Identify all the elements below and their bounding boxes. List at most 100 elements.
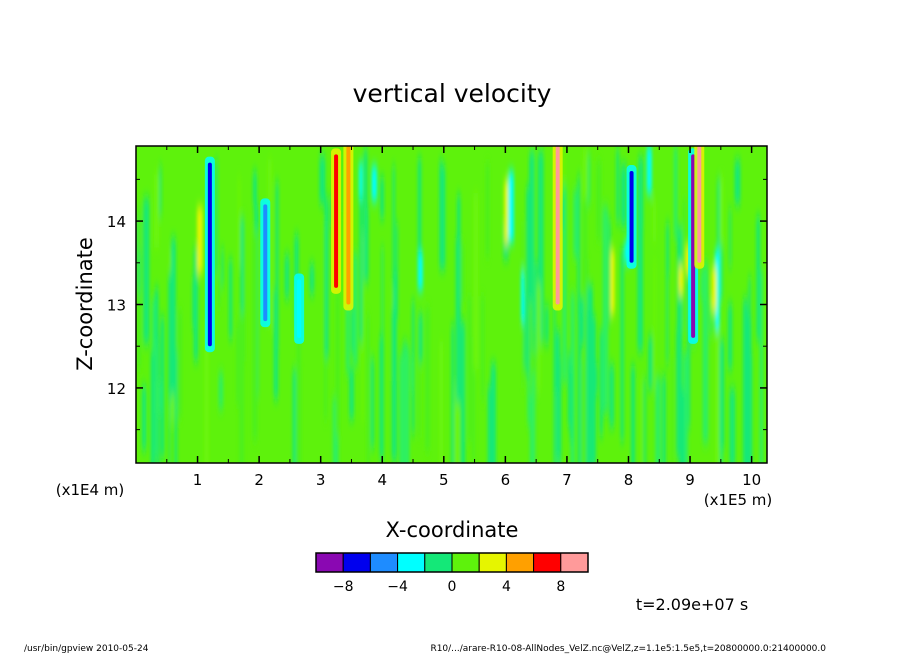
field-streak	[418, 313, 423, 362]
field-streak	[616, 148, 620, 224]
field-streak	[218, 372, 224, 410]
x-tick-label: 1	[193, 471, 203, 489]
field-streak	[637, 174, 643, 352]
footer-left: /usr/bin/gpview 2010-05-24	[24, 644, 149, 654]
field-streak	[168, 357, 171, 463]
field-streak	[380, 176, 384, 219]
colorbar-swatch	[424, 552, 453, 573]
field-streak	[284, 254, 290, 299]
field-streak	[157, 381, 162, 414]
field-streak	[481, 296, 485, 400]
colorbar-swatch	[342, 552, 371, 573]
field-streak	[504, 180, 509, 244]
x-tick-label: 6	[501, 471, 511, 489]
chart-title: vertical velocity	[353, 79, 552, 108]
field-streak	[366, 314, 370, 463]
field-streak	[581, 360, 588, 463]
field-streak	[252, 171, 257, 206]
y-axis: 12 13 14	[107, 178, 767, 431]
field-streak	[174, 350, 178, 463]
field-streak	[138, 250, 141, 298]
field-streak	[682, 352, 689, 463]
y-axis-units: (x1E4 m)	[56, 481, 125, 499]
field-streak	[555, 391, 558, 463]
field-streak	[395, 222, 398, 320]
field-streak	[324, 197, 329, 358]
feature-core	[297, 279, 302, 338]
field-streak	[363, 149, 368, 281]
field-streak	[193, 248, 199, 361]
x-tick-label: 10	[742, 471, 761, 489]
field-streak	[709, 298, 713, 335]
field-streak	[345, 301, 350, 374]
field-streak	[358, 162, 363, 199]
colorbar-swatch	[397, 552, 426, 573]
field-streak	[235, 323, 240, 405]
field-streak	[579, 297, 585, 346]
field-streak	[156, 337, 160, 463]
field-streak	[451, 324, 454, 463]
feature-core	[697, 146, 702, 263]
x-tick-label: 8	[624, 471, 634, 489]
field-streak	[545, 305, 549, 345]
field-streak	[296, 285, 301, 463]
x-tick-label: 9	[685, 471, 695, 489]
field-streak	[335, 291, 340, 436]
feature-core	[334, 154, 339, 288]
feature-core	[629, 171, 634, 263]
field-streak	[439, 165, 446, 270]
field-streak	[562, 147, 566, 186]
field-streak	[638, 156, 644, 229]
field-streak	[702, 263, 709, 444]
colorbar-swatch	[478, 552, 507, 573]
colorbar-tick-label: −4	[387, 579, 408, 595]
field-streak	[620, 248, 624, 442]
colorbar-swatch	[533, 552, 562, 573]
x-axis-label: X-coordinate	[386, 518, 519, 542]
y-tick-label: 14	[107, 213, 126, 231]
y-axis-label: Z-coordinate	[73, 237, 97, 371]
x-axis-units: (x1E5 m)	[704, 491, 773, 509]
field-streak	[714, 250, 720, 329]
field-streak	[666, 223, 669, 365]
field-streak	[215, 159, 218, 276]
field-streak	[417, 157, 422, 291]
field-streak	[729, 207, 732, 268]
field-streak	[653, 258, 656, 392]
field-streak	[319, 155, 326, 205]
field-streak	[759, 269, 764, 463]
field-streak	[553, 289, 556, 463]
field-streak	[351, 307, 354, 355]
field-streak	[275, 181, 279, 349]
field-streak	[572, 326, 576, 415]
field-streak	[196, 206, 203, 274]
field-streak	[472, 336, 476, 463]
colorbar-frame	[315, 552, 589, 573]
field-streak	[678, 266, 684, 295]
field-streak	[685, 246, 691, 274]
field-streak	[720, 176, 724, 245]
field-streak	[608, 218, 611, 322]
field-streak	[243, 215, 246, 362]
field-streak	[370, 358, 374, 449]
field-streak	[361, 232, 364, 422]
field-streak	[391, 308, 397, 462]
field-streak	[537, 151, 544, 344]
field-streak	[573, 189, 579, 259]
field-streak	[404, 346, 410, 463]
y-tick-label: 12	[107, 380, 126, 398]
field-streak	[417, 314, 421, 438]
field-streak	[521, 270, 525, 323]
field-streak	[648, 336, 653, 390]
x-tick-label: 4	[377, 471, 387, 489]
field-streak	[424, 307, 431, 452]
field-streak	[596, 160, 602, 241]
field-streak	[204, 319, 209, 463]
field-streak	[729, 388, 736, 463]
colorbar-tick-label: 8	[556, 579, 565, 595]
field-streak	[460, 321, 466, 463]
field-streak	[631, 365, 635, 463]
plot-area	[136, 146, 767, 463]
field-streak	[582, 148, 588, 200]
field-streak	[487, 385, 493, 463]
